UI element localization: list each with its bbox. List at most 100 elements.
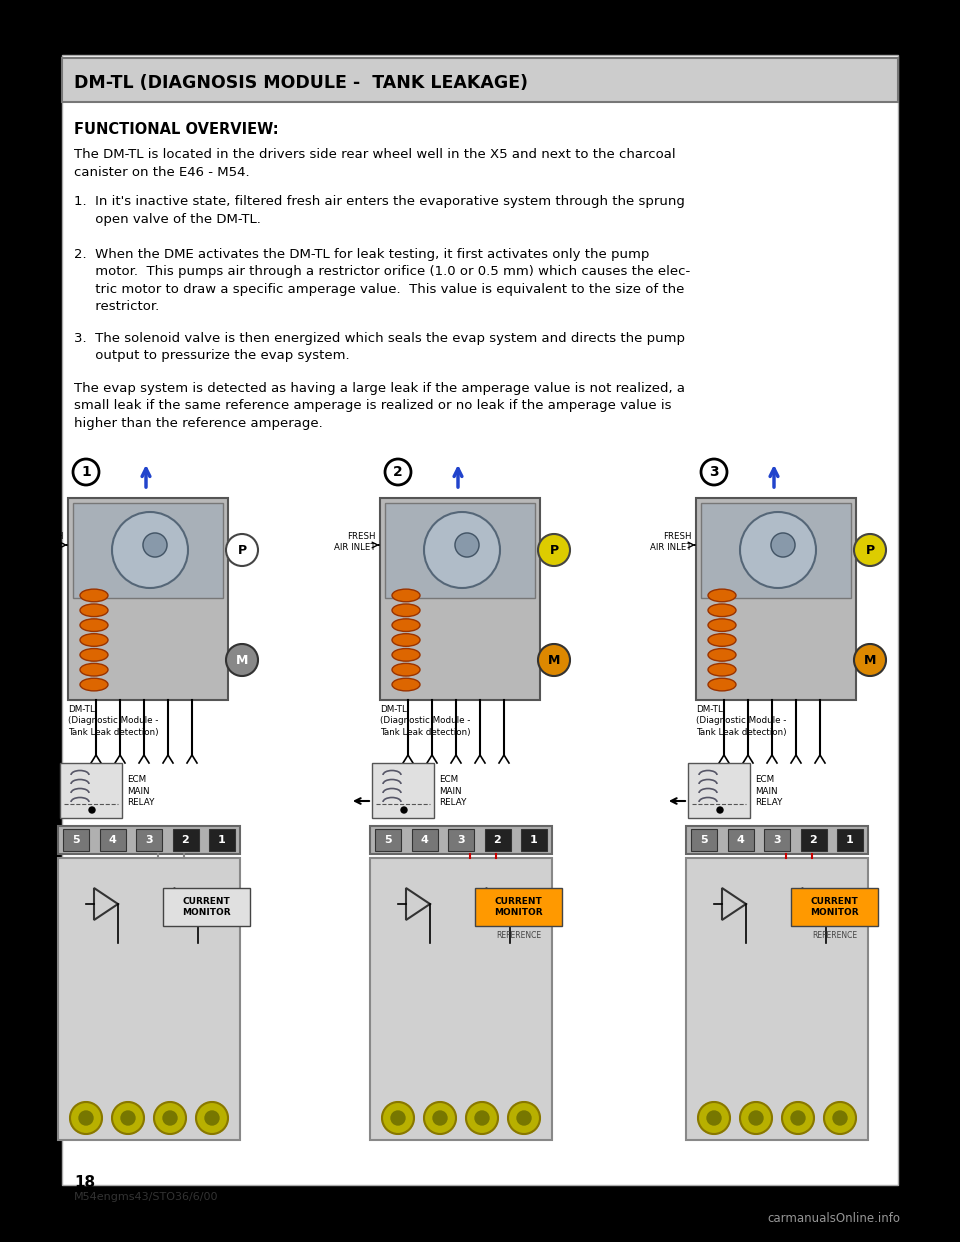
Bar: [372, 763, 434, 818]
Text: 1: 1: [846, 835, 853, 845]
Ellipse shape: [392, 678, 420, 691]
Bar: [63, 828, 89, 851]
Bar: [696, 498, 856, 700]
Circle shape: [782, 1102, 814, 1134]
Text: DM-TL
(Diagnostic Module -
Tank Leak detection): DM-TL (Diagnostic Module - Tank Leak det…: [696, 705, 786, 737]
Circle shape: [538, 645, 570, 676]
Bar: [73, 503, 223, 597]
Circle shape: [79, 1112, 93, 1125]
Ellipse shape: [392, 633, 420, 646]
Text: 4: 4: [420, 835, 428, 845]
Circle shape: [771, 533, 795, 556]
Bar: [100, 828, 126, 851]
Circle shape: [385, 460, 411, 484]
Text: 1: 1: [82, 465, 91, 479]
Text: FRESH
AIR INLET: FRESH AIR INLET: [22, 532, 64, 553]
Text: 1.  In it's inactive state, filtered fresh air enters the evaporative system thr: 1. In it's inactive state, filtered fres…: [74, 195, 684, 226]
Ellipse shape: [80, 663, 108, 676]
Circle shape: [433, 1112, 447, 1125]
Text: CURRENT
MONITOR: CURRENT MONITOR: [182, 897, 230, 917]
Text: M54engms43/STO36/6/00: M54engms43/STO36/6/00: [74, 1192, 219, 1202]
Bar: [60, 763, 122, 818]
Text: CURRENT
MONITOR: CURRENT MONITOR: [810, 897, 859, 917]
Text: 3: 3: [145, 835, 153, 845]
Circle shape: [424, 1102, 456, 1134]
Text: 3: 3: [457, 835, 465, 845]
Text: 2: 2: [181, 835, 189, 845]
Bar: [686, 826, 868, 854]
Circle shape: [424, 512, 500, 587]
Polygon shape: [94, 888, 118, 920]
Bar: [701, 503, 851, 597]
Ellipse shape: [80, 633, 108, 646]
Text: P: P: [549, 544, 559, 556]
Circle shape: [707, 1112, 721, 1125]
Text: 5: 5: [700, 835, 708, 845]
Ellipse shape: [708, 619, 736, 631]
Text: 3: 3: [709, 465, 719, 479]
Text: M: M: [236, 653, 249, 667]
Text: The DM-TL is located in the drivers side rear wheel well in the X5 and next to t: The DM-TL is located in the drivers side…: [74, 148, 676, 179]
Circle shape: [196, 1102, 228, 1134]
Text: ECM
MAIN
RELAY: ECM MAIN RELAY: [755, 775, 782, 807]
Circle shape: [740, 1102, 772, 1134]
Bar: [163, 888, 250, 927]
Circle shape: [73, 460, 99, 484]
Ellipse shape: [80, 648, 108, 661]
Polygon shape: [802, 888, 826, 920]
Ellipse shape: [392, 604, 420, 616]
Bar: [136, 828, 162, 851]
Circle shape: [205, 1112, 219, 1125]
Text: 5: 5: [72, 835, 80, 845]
Text: M: M: [864, 653, 876, 667]
Text: 18: 18: [74, 1175, 95, 1190]
Circle shape: [70, 1102, 102, 1134]
Circle shape: [466, 1102, 498, 1134]
Polygon shape: [486, 888, 510, 920]
Ellipse shape: [80, 604, 108, 616]
Bar: [475, 888, 562, 927]
Circle shape: [854, 534, 886, 566]
Ellipse shape: [708, 663, 736, 676]
Circle shape: [701, 460, 727, 484]
Bar: [791, 888, 878, 927]
Polygon shape: [174, 888, 198, 920]
Text: 3: 3: [773, 835, 780, 845]
Text: 4: 4: [736, 835, 744, 845]
Bar: [375, 828, 401, 851]
Text: 5: 5: [384, 835, 392, 845]
Text: DM-TL (DIAGNOSIS MODULE -  TANK LEAKAGE): DM-TL (DIAGNOSIS MODULE - TANK LEAKAGE): [74, 75, 528, 92]
Circle shape: [112, 512, 188, 587]
Ellipse shape: [708, 633, 736, 646]
Circle shape: [154, 1102, 186, 1134]
Circle shape: [143, 533, 167, 556]
Ellipse shape: [708, 678, 736, 691]
Polygon shape: [406, 888, 430, 920]
Circle shape: [740, 512, 816, 587]
Circle shape: [508, 1102, 540, 1134]
Ellipse shape: [392, 663, 420, 676]
Text: FUNCTIONAL OVERVIEW:: FUNCTIONAL OVERVIEW:: [74, 122, 278, 137]
Text: The evap system is detected as having a large leak if the amperage value is not : The evap system is detected as having a …: [74, 383, 685, 430]
Circle shape: [717, 807, 723, 814]
Text: P: P: [237, 544, 247, 556]
Bar: [58, 858, 240, 1140]
Bar: [728, 828, 754, 851]
Bar: [686, 858, 868, 1140]
Bar: [521, 828, 547, 851]
Text: REFERENCE: REFERENCE: [496, 932, 541, 940]
Text: carmanualsOnline.info: carmanualsOnline.info: [767, 1212, 900, 1225]
Circle shape: [401, 807, 407, 814]
Circle shape: [854, 645, 886, 676]
Text: ECM
MAIN
RELAY: ECM MAIN RELAY: [127, 775, 155, 807]
Polygon shape: [722, 888, 746, 920]
Bar: [370, 858, 552, 1140]
Ellipse shape: [708, 648, 736, 661]
Bar: [380, 498, 540, 700]
Circle shape: [791, 1112, 805, 1125]
Circle shape: [121, 1112, 135, 1125]
Text: 4: 4: [108, 835, 116, 845]
Ellipse shape: [392, 619, 420, 631]
Circle shape: [455, 533, 479, 556]
Circle shape: [226, 645, 258, 676]
